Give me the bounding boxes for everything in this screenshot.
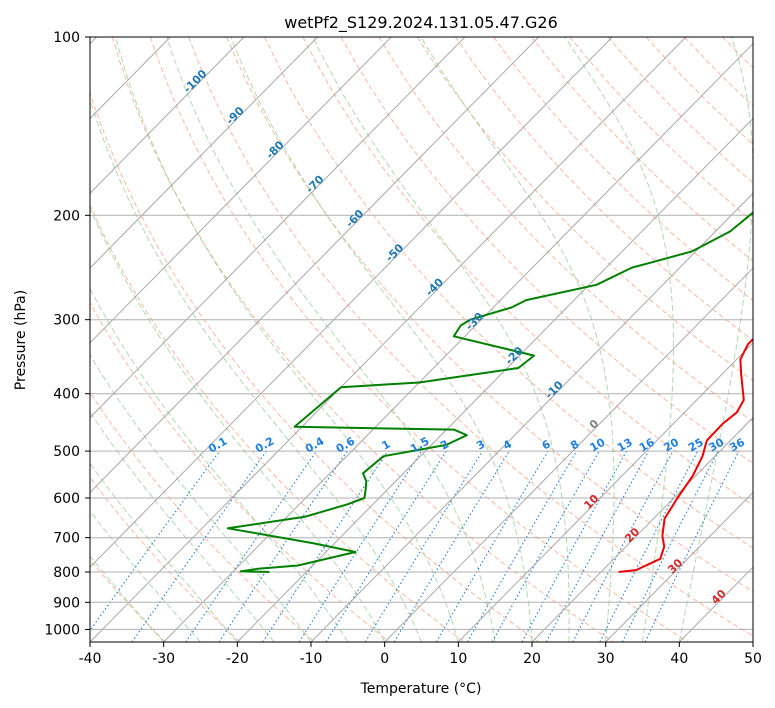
isotherm-line — [531, 416, 753, 642]
mixing-ratio-line — [262, 450, 389, 642]
moist-adiabat-line — [90, 353, 312, 642]
isotherm-line — [310, 192, 753, 642]
x-tick-label: -30 — [152, 651, 175, 667]
chart-title: wetPf2_S129.2024.131.05.47.G26 — [284, 13, 558, 33]
y-tick-label: 300 — [53, 313, 80, 329]
dry-adiabat-line — [378, 37, 753, 423]
y-tick-label: 900 — [53, 595, 80, 611]
mixing-ratio-line — [298, 450, 423, 642]
isotherm-line — [90, 37, 466, 419]
plot-frame — [89, 36, 754, 643]
moist-adiabat-line — [90, 206, 386, 642]
dry-adiabat-line — [226, 37, 753, 593]
mixing-ratio-line — [545, 450, 650, 642]
mixing-ratio-line — [185, 450, 317, 642]
moist-adiabat-line — [312, 37, 570, 642]
y-tick-label: 1000 — [44, 622, 80, 638]
moist-adiabat-line — [115, 37, 459, 642]
isotherm-line — [384, 267, 753, 642]
y-tick-label: 800 — [53, 565, 80, 581]
isotherm-line — [90, 37, 245, 194]
x-tick-label: 50 — [744, 651, 762, 667]
isotherm-line — [90, 37, 687, 642]
moist-adiabats — [90, 37, 753, 642]
moist-adiabat-line — [90, 287, 349, 642]
x-tick-label: 10 — [449, 651, 467, 667]
isotherms — [90, 37, 753, 642]
y-axis-label: Pressure (hPa) — [13, 290, 29, 390]
dry-adiabat-line — [90, 301, 390, 642]
mixing-ratio-line — [521, 450, 628, 642]
temperature-line — [618, 337, 753, 573]
mixing-ratio-line — [364, 450, 484, 642]
dry-adiabat-line — [493, 37, 753, 302]
moist-adiabat-line — [678, 37, 753, 642]
moist-adiabat-line — [90, 411, 275, 642]
x-tick-label: -20 — [226, 651, 249, 667]
moist-adiabat-line — [230, 37, 533, 642]
moist-adiabat-line — [166, 37, 496, 642]
isotherm-line — [90, 37, 539, 494]
dry-adiabat-line — [90, 391, 316, 642]
x-axis-label: Temperature (°C) — [360, 681, 482, 697]
dry-adiabat-line — [111, 37, 614, 642]
x-tick-label: 20 — [523, 651, 541, 667]
moist-adiabat-line — [90, 462, 238, 642]
moist-adiabat-line — [420, 37, 615, 642]
x-tick-label: 30 — [597, 651, 615, 667]
moist-adiabat-line — [90, 510, 201, 642]
dry-adiabats — [90, 37, 753, 642]
moist-adiabat-line — [564, 37, 674, 642]
dry-adiabat-line — [90, 476, 241, 642]
isotherm-line — [90, 37, 318, 269]
sounding-series — [226, 211, 753, 573]
y-tick-label: 100 — [53, 30, 80, 46]
dry-adiabat-line — [416, 37, 753, 382]
pressure-gridlines — [90, 37, 753, 630]
x-tick-label: 0 — [380, 651, 389, 667]
moist-adiabat-line — [90, 555, 165, 642]
dry-adiabat-line — [90, 204, 465, 642]
dry-adiabat-line — [149, 37, 689, 642]
dewpoint-line — [226, 211, 753, 573]
isotherm-line — [457, 342, 753, 642]
isotherm-line — [236, 117, 753, 642]
dry-adiabat-line — [455, 37, 753, 341]
y-tick-label: 500 — [53, 444, 80, 460]
moist-adiabat-line — [90, 97, 422, 642]
mixing-ratio-line — [599, 450, 699, 642]
isotherm-line — [90, 37, 392, 344]
mixing-ratio-line — [621, 450, 719, 642]
x-tick-label: -10 — [300, 651, 323, 667]
x-tick-label: -40 — [79, 651, 102, 667]
y-tick-label: 200 — [53, 208, 80, 224]
y-tick-label: 700 — [53, 531, 80, 547]
isotherm-line — [163, 42, 753, 642]
mixing-ratio-line — [393, 450, 510, 642]
mixing-ratio-line — [325, 450, 447, 642]
dry-adiabat-line — [340, 37, 753, 464]
isotherm-line — [605, 491, 753, 642]
mixing-ratio-line — [218, 450, 348, 642]
y-tick-label: 400 — [53, 387, 80, 403]
mixing-ratio-line — [644, 450, 740, 642]
dry-adiabat-line — [302, 37, 753, 506]
dry-adiabat-line — [90, 559, 166, 642]
dry-adiabat-line — [90, 91, 540, 642]
mixing-ratio-line — [90, 450, 221, 632]
isotherm-line — [90, 37, 613, 568]
axes: -40 -30 -20 -10 0 10 20 30 40 50 100 200 300 400 500 60… — [44, 30, 762, 667]
x-tick-label: 40 — [670, 651, 688, 667]
y-tick-label: 600 — [53, 491, 80, 507]
